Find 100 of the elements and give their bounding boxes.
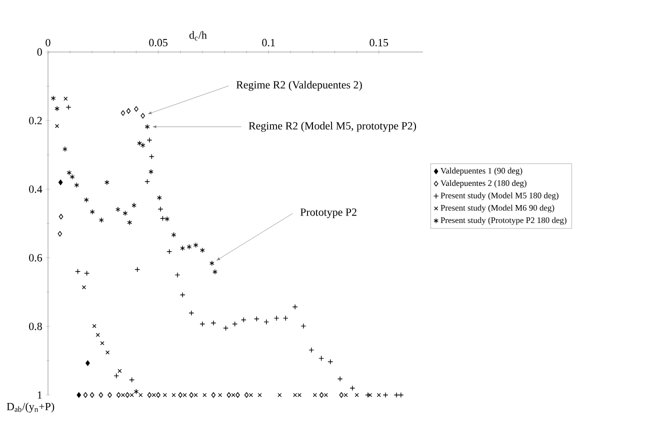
- point: [74, 182, 80, 188]
- point: [130, 392, 134, 398]
- point: [160, 216, 166, 222]
- point: [134, 266, 140, 272]
- point: [182, 392, 187, 398]
- point: [66, 104, 72, 110]
- point: [328, 358, 334, 364]
- point: [368, 392, 372, 398]
- point: [92, 324, 96, 328]
- point: [194, 392, 198, 398]
- point: [337, 376, 343, 382]
- point: [258, 392, 262, 398]
- point: [116, 206, 120, 212]
- point: [62, 146, 68, 152]
- point: [223, 325, 229, 331]
- legend-label: Valdepuentes 2 (180 deg): [440, 180, 526, 188]
- point: [146, 137, 152, 143]
- point: [354, 392, 359, 398]
- point: [106, 350, 110, 355]
- point: [344, 392, 348, 398]
- point: [211, 392, 216, 398]
- point: [148, 168, 154, 174]
- point: [339, 392, 344, 398]
- point: [178, 392, 182, 398]
- point: [156, 392, 160, 398]
- point: [156, 195, 162, 201]
- point: [186, 244, 192, 250]
- point: [104, 180, 110, 186]
- point: [83, 392, 88, 398]
- point: [58, 214, 64, 220]
- point: [134, 388, 139, 394]
- point: [193, 242, 198, 248]
- point: [144, 178, 150, 184]
- point: [236, 392, 240, 398]
- point: [319, 392, 324, 398]
- point: [282, 315, 288, 321]
- point: [350, 385, 356, 391]
- point: [114, 373, 120, 379]
- point: [90, 392, 94, 398]
- point: [118, 368, 122, 374]
- x-tick-label: 0.05: [149, 38, 168, 46]
- point: [240, 317, 246, 323]
- point: [174, 272, 180, 278]
- point: [218, 392, 222, 398]
- y-tick-label: 0.4: [29, 185, 42, 193]
- point: [127, 220, 132, 226]
- point: [116, 392, 121, 398]
- point: [134, 106, 138, 112]
- point: [180, 245, 185, 251]
- point: [297, 392, 302, 398]
- point: [126, 108, 131, 114]
- point: [212, 269, 218, 275]
- point: [244, 392, 249, 398]
- point: [96, 332, 100, 338]
- point: [147, 392, 152, 398]
- point: [86, 360, 90, 366]
- point: [188, 310, 194, 316]
- point: [70, 174, 75, 180]
- point: [278, 392, 282, 398]
- point: [137, 140, 142, 146]
- legend-label: Present study (Model M5 180 deg): [440, 192, 558, 200]
- point: [152, 392, 156, 398]
- point: [125, 392, 130, 398]
- legend-label: Present study (Model M6 90 deg): [440, 204, 554, 212]
- point: [55, 124, 60, 128]
- y-axis-title: D$_{ab}$/(y$_{n}$+P): [6, 402, 54, 412]
- point: [308, 347, 314, 353]
- y-tick-label: 0.6: [29, 254, 42, 262]
- point: [75, 268, 81, 274]
- point: [202, 392, 207, 398]
- point: [312, 392, 317, 398]
- point: [58, 180, 63, 186]
- point: [144, 124, 150, 130]
- point: [82, 285, 86, 290]
- point: [171, 232, 176, 238]
- y-tick-label: 0: [37, 48, 42, 56]
- point: [232, 321, 238, 327]
- point: [162, 392, 167, 398]
- point: [50, 96, 56, 102]
- point: [108, 392, 112, 398]
- point: [54, 106, 60, 112]
- point: [58, 231, 62, 237]
- legend-label: Present study (Prototype P2 180 deg): [440, 217, 566, 225]
- y-tick-label: 1: [38, 391, 42, 399]
- point: [172, 392, 176, 398]
- point: [382, 392, 388, 398]
- point: [120, 392, 126, 398]
- annotation: Regime R2 (Model M5, prototype P2): [248, 122, 416, 132]
- point: [318, 356, 324, 362]
- legend-label: Valdepuentes 1 (90 deg): [440, 168, 522, 176]
- point: [398, 392, 404, 398]
- point: [394, 392, 400, 398]
- point: [140, 142, 146, 148]
- point: [90, 209, 95, 215]
- point: [231, 392, 236, 398]
- point: [200, 248, 205, 253]
- x-tick-label: 0.1: [262, 38, 275, 46]
- x-tick-label: 0: [46, 38, 50, 46]
- point: [158, 206, 164, 212]
- point: [138, 392, 143, 398]
